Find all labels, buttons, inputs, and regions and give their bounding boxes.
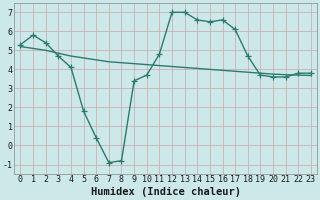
X-axis label: Humidex (Indice chaleur): Humidex (Indice chaleur) bbox=[91, 187, 241, 197]
